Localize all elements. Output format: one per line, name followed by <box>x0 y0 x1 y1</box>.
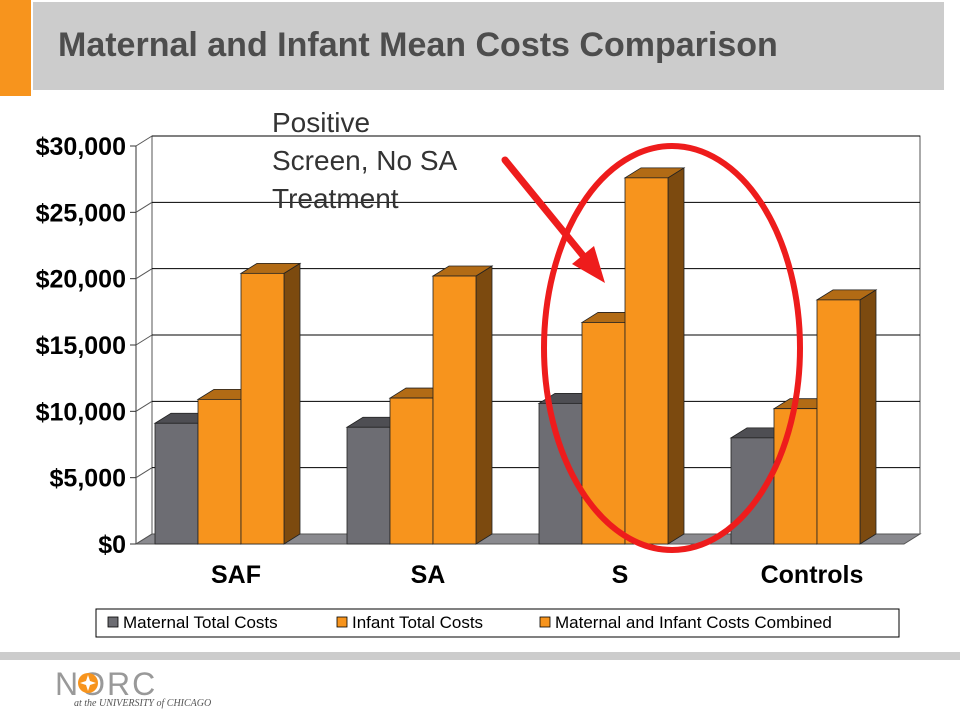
y-tick-label: $0 <box>98 531 126 559</box>
annotation-text-line: Positive <box>272 107 370 138</box>
highlight-annotation: Positive Screen, No SA Treatment <box>272 107 803 553</box>
logo-tagline: at the UNIVERSITY of CHICAGO <box>74 698 212 709</box>
bar-saf-3 <box>239 262 302 545</box>
y-tick-label: $25,000 <box>36 199 126 227</box>
gridline-diagonal <box>135 135 153 147</box>
logo-star-icon <box>78 673 98 693</box>
bar-side-face <box>667 167 685 545</box>
bar-front-face <box>240 272 285 545</box>
gridline-diagonal <box>135 334 153 346</box>
footer-rule <box>0 652 960 660</box>
title-band <box>33 2 944 90</box>
bar-front-face <box>538 402 583 545</box>
bar-front-face <box>816 299 861 545</box>
annotation-text-line: Treatment <box>272 183 399 214</box>
legend-swatch <box>107 616 119 628</box>
gridline-diagonal <box>135 201 153 213</box>
bar-front-face <box>581 322 626 545</box>
slide-title: Maternal and Infant Mean Costs Compariso… <box>58 26 778 64</box>
legend-label: Maternal Total Costs <box>123 613 278 632</box>
y-tick-label: $5,000 <box>50 465 126 493</box>
annotation-text-line: Screen, No SA <box>272 145 458 176</box>
bar-front-face <box>346 426 391 545</box>
arrow-head <box>572 246 605 283</box>
gridline-diagonal <box>135 467 153 479</box>
x-tick-label: Controls <box>761 561 864 589</box>
bar-sa-3 <box>431 265 494 545</box>
legend-box <box>95 608 900 638</box>
legend-swatch <box>336 616 348 628</box>
bar-controls-3 <box>815 289 878 545</box>
bar-front-face <box>773 408 818 545</box>
gridline-diagonal <box>135 533 153 545</box>
accent-bar <box>0 0 31 96</box>
gridline-diagonal <box>135 400 153 412</box>
y-tick-label: $10,000 <box>36 398 126 426</box>
logo-wordmark: NORC <box>55 666 158 702</box>
highlight-ellipse <box>541 143 803 553</box>
x-tick-label: S <box>612 561 629 589</box>
chart-legend: Maternal Total Costs Infant Total Costs Ma… <box>95 608 900 638</box>
bar-front-face <box>432 275 477 545</box>
legend-swatch <box>539 616 551 628</box>
bar-front-face <box>730 437 775 545</box>
y-tick-label: $15,000 <box>36 332 126 360</box>
y-tick-label: $30,000 <box>36 133 126 161</box>
norc-logo: NORC at the UNIVERSITY of CHICAGO <box>55 666 255 712</box>
bar-front-face <box>197 398 242 545</box>
bar-side-face <box>475 265 493 545</box>
chart-axes: $0 $5,000 $10,000 $15,000 $20,000 $25,000 $30,… <box>36 133 864 589</box>
gridline-diagonal <box>135 268 153 280</box>
y-tick-label: $20,000 <box>36 266 126 294</box>
chart-bars <box>153 167 878 545</box>
bar-front-face <box>624 177 669 545</box>
x-tick-label: SA <box>411 561 446 589</box>
bar-front-face <box>389 397 434 545</box>
legend-label: Infant Total Costs <box>352 613 483 632</box>
arrow-shaft <box>501 156 589 262</box>
bar-side-face <box>859 289 877 545</box>
bar-front-face <box>154 422 199 545</box>
bar-side-face <box>283 262 301 545</box>
legend-label: Maternal and Infant Costs Combined <box>555 613 832 632</box>
bar-s-3 <box>623 167 686 545</box>
bar-chart: $0 $5,000 $10,000 $15,000 $20,000 $25,000 $30,… <box>36 107 922 638</box>
x-tick-label: SAF <box>211 561 261 589</box>
